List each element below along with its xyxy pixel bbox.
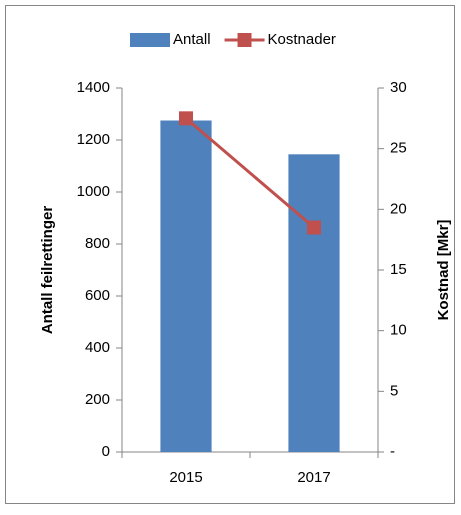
y-tick-label: 800 (85, 235, 110, 252)
y-axis-label: Antall feilrettinger (39, 206, 56, 335)
y2-tick-label: 10 (390, 322, 407, 339)
y2-tick-label: - (390, 443, 395, 460)
legend-swatch (130, 33, 170, 47)
y-tick-label: 600 (85, 287, 110, 304)
y2-tick-label: 25 (390, 140, 407, 157)
y-tick-label: 1000 (77, 183, 110, 200)
x-tick-label: 2015 (169, 469, 202, 486)
legend-label: Kostnader (268, 31, 336, 48)
bar (160, 120, 212, 452)
y2-axis-label: Kostnad [Mkr] (435, 220, 452, 321)
line-marker (307, 220, 321, 235)
y-tick-label: 1200 (77, 131, 110, 148)
bar (288, 154, 340, 453)
y2-tick-label: 30 (390, 79, 407, 96)
y-tick-label: 0 (102, 443, 110, 460)
y2-tick-label: 5 (390, 382, 398, 399)
y2-tick-label: 20 (390, 200, 407, 217)
y-tick-label: 400 (85, 339, 110, 356)
y-tick-label: 200 (85, 391, 110, 408)
legend-swatch (237, 33, 252, 47)
chart-border (5, 5, 455, 504)
y-tick-label: 1400 (77, 79, 110, 96)
line (185, 117, 315, 229)
x-tick-label: 2017 (297, 469, 330, 486)
y2-tick-label: 15 (390, 261, 407, 278)
legend-label: Antall (173, 31, 211, 48)
line-marker (179, 111, 193, 126)
